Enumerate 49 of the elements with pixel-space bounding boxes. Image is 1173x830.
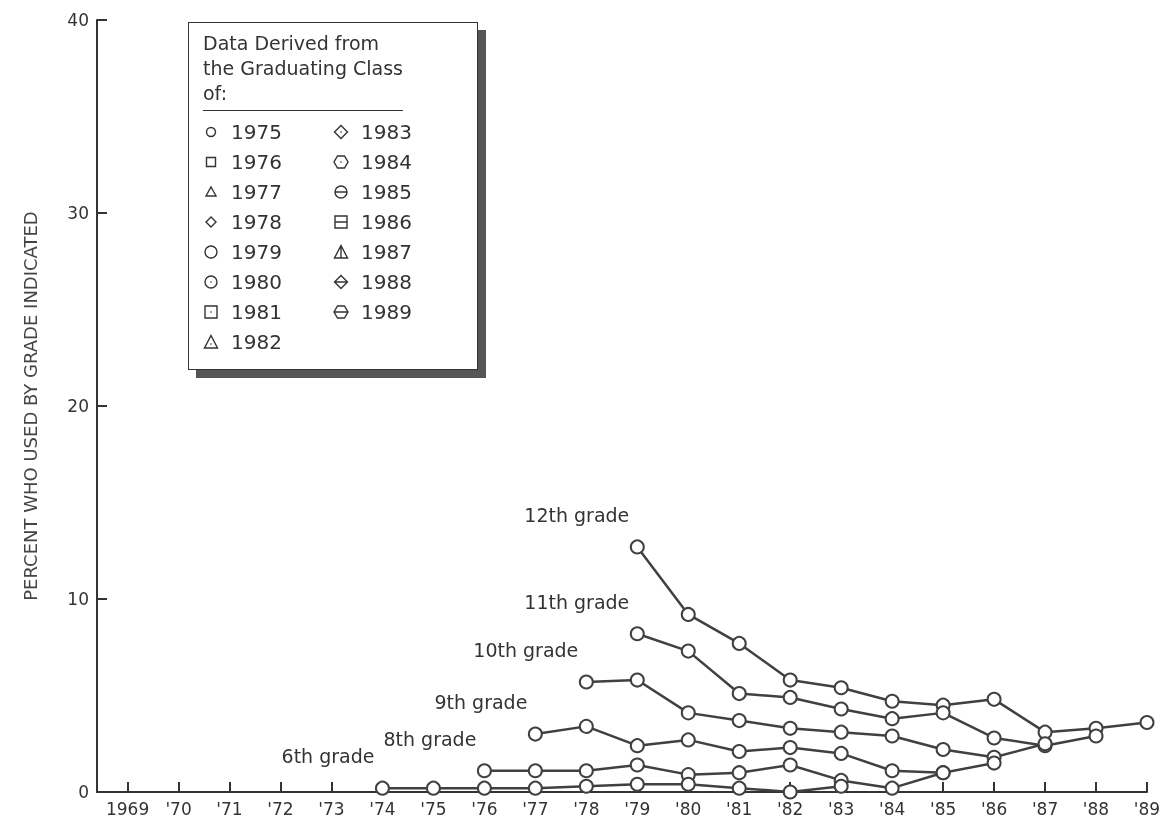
x-tick-label: '73 [318, 798, 345, 819]
x-tick-label: '83 [828, 798, 855, 819]
annotation: 1988 [361, 270, 412, 294]
x-tick-label: '84 [878, 798, 906, 819]
y-tick-label: 10 [67, 589, 89, 609]
annotation: 1978 [231, 210, 282, 234]
annotation: 1984 [361, 150, 412, 174]
series-label: 8th grade [383, 727, 477, 750]
x-tick-label: '87 [1031, 798, 1059, 819]
series-label: 11th grade [524, 590, 630, 613]
annotation: 1985 [361, 180, 412, 204]
x-tick-label: '86 [980, 798, 1008, 819]
annotation: 1980 [231, 270, 282, 294]
annotation: 1986 [361, 210, 412, 234]
x-tick-label: '70 [165, 798, 192, 819]
annotation: 1987 [361, 240, 412, 264]
x-tick-label: '74 [369, 798, 396, 819]
annotation: 1976 [231, 150, 282, 174]
y-tick-label: 30 [67, 203, 89, 223]
x-tick-label: '88 [1082, 798, 1110, 819]
annotation: 1989 [361, 300, 412, 324]
annotation: 1982 [231, 330, 282, 354]
y-tick-label: 20 [67, 396, 89, 416]
y-axis-title: PERCENT WHO USED BY GRADE INDICATED [19, 211, 41, 601]
x-tick-label: '85 [929, 798, 957, 819]
annotation: 1977 [231, 180, 282, 204]
x-tick-label: '71 [216, 798, 243, 819]
annotation: 1979 [231, 240, 282, 264]
x-tick-label: '89 [1133, 798, 1161, 819]
series-label: 10th grade [473, 638, 579, 661]
annotation: 1981 [231, 300, 282, 324]
x-tick-label: '81 [726, 798, 753, 819]
y-tick-label: 40 [67, 10, 89, 30]
x-tick-label: 1969 [105, 798, 150, 819]
x-tick-label: '79 [624, 798, 651, 819]
series-label: 9th grade [434, 691, 528, 714]
y-tick-label: 0 [78, 782, 89, 802]
x-tick-label: '78 [573, 798, 600, 819]
x-tick-label: '77 [522, 798, 549, 819]
x-tick-label: '72 [267, 798, 294, 819]
annotation: 1983 [361, 120, 412, 144]
legend-title: Data Derived from the Graduating Class of: [203, 31, 404, 111]
x-tick-label: '75 [420, 798, 447, 819]
x-tick-label: '80 [675, 798, 702, 819]
series-label: 12th grade [524, 503, 630, 526]
x-tick-label: '82 [777, 798, 804, 819]
x-tick-label: '76 [471, 798, 498, 819]
series-label: 6th grade [281, 745, 375, 768]
annotation: 1975 [231, 120, 282, 144]
